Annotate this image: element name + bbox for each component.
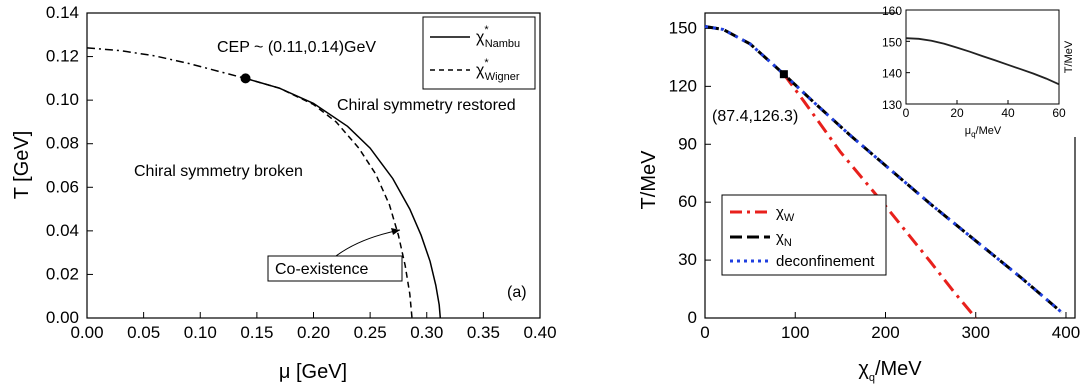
panel-a-ytick-label: 0.12 xyxy=(46,47,79,66)
panel-a: 0.00 0.05 0.10 0.15 0.20 0.25 0.30 0.35 0.40 0.00… xyxy=(11,3,557,383)
panel-a-ytick-label: 0.14 xyxy=(46,3,79,22)
inset-xtick-label: 0 xyxy=(903,106,910,120)
inset-ylabel: T/MeV xyxy=(1063,40,1075,73)
legend-chin-label: χN xyxy=(776,229,792,249)
inset-xtick-label: 40 xyxy=(1001,106,1015,120)
panel-a-ticks: 0.00 0.05 0.10 0.15 0.20 0.25 0.30 0.35 0.40 0.00… xyxy=(46,3,557,342)
inset-ticks: 0 20 40 60 130 140 150 160 xyxy=(882,4,1066,120)
panel-a-label: (a) xyxy=(507,284,527,301)
panel-a-ytick-label: 0.10 xyxy=(46,90,79,109)
panel-a-xtick-label: 0.10 xyxy=(184,323,217,342)
inset-xtick-label: 60 xyxy=(1052,106,1066,120)
inset-ytick-label: 130 xyxy=(882,98,902,112)
coexistence-arrowhead xyxy=(391,228,400,235)
panel-a-xtick-label: 0.30 xyxy=(410,323,443,342)
panel-b-ytick-label: 90 xyxy=(678,134,697,153)
panel-b-series-line xyxy=(704,25,1063,314)
inset-ytick-label: 150 xyxy=(882,35,902,49)
panel-b-xlabel: χq/MeV xyxy=(858,358,922,384)
panel-a-xtick-label: 0.40 xyxy=(523,323,556,342)
panel-b-ytick-label: 150 xyxy=(669,18,697,37)
panel-b-xtick-label: 300 xyxy=(962,323,990,342)
panel-a-legend: χ* Nambu χ* Wigner xyxy=(422,16,536,90)
coexistence-arrow xyxy=(335,229,401,257)
legend-deconf-label: deconfinement xyxy=(776,253,875,270)
inset-ytick-label: 160 xyxy=(882,4,902,18)
restored-annotation: Chiral symmetry restored xyxy=(337,97,516,114)
panel-a-xtick-label: 0.00 xyxy=(70,323,103,342)
panel-b-ytick-label: 60 xyxy=(678,192,697,211)
panel-a-xtick-label: 0.15 xyxy=(240,323,273,342)
panel-a-ylabel: T [GeV] xyxy=(11,131,33,200)
panel-a-xtick-label: 0.20 xyxy=(297,323,330,342)
panel-b-xtick-label: 0 xyxy=(700,323,709,342)
panel-b-legend-box xyxy=(721,194,887,276)
panel-a-ytick-label: 0.04 xyxy=(46,221,79,240)
inset-plot: 0 20 40 60 130 140 150 160 T/MeV μq/MeV xyxy=(882,4,1081,139)
highlight-point xyxy=(779,70,788,79)
cep-annotation: CEP ~ (0.11,0.14)GeV xyxy=(217,39,376,56)
panel-a-series-solid xyxy=(245,77,442,319)
panel-b-xtick-label: 100 xyxy=(781,323,809,342)
panel-a-legend-box xyxy=(422,16,536,90)
panel-b-xtick-label: 400 xyxy=(1052,323,1080,342)
coexistence-annotation: Co-existence xyxy=(275,261,368,278)
panel-a-xtick-label: 0.05 xyxy=(127,323,160,342)
broken-annotation: Chiral symmetry broken xyxy=(134,163,303,180)
panel-a-xtick-label: 0.35 xyxy=(467,323,500,342)
legend-chiw-label: χW xyxy=(776,204,795,224)
point-label: (87.4,126.3) xyxy=(712,108,798,125)
inset-background xyxy=(898,4,1081,137)
panel-a-xtick-label: 0.25 xyxy=(354,323,387,342)
panel-a-ytick-label: 0.00 xyxy=(46,308,79,327)
coexistence-box xyxy=(267,255,403,282)
legend-wigner-label: χ* Wigner xyxy=(476,57,520,83)
panel-a-series-dashed xyxy=(245,77,413,319)
inset-series-line xyxy=(905,37,1060,86)
panel-b-plot-frame xyxy=(704,12,1076,319)
panel-b-ytick-label: 30 xyxy=(678,250,697,269)
panel-b-legend: χW χN deconfinement xyxy=(721,194,887,276)
inset-xlabel: μq/MeV xyxy=(965,125,1002,139)
inset-frame xyxy=(905,9,1060,105)
inset-ytick-label: 140 xyxy=(882,67,902,81)
panel-a-ytick-label: 0.02 xyxy=(46,264,79,283)
panel-b-ytick-label: 120 xyxy=(669,76,697,95)
panel-b-ylabel: T/MeV xyxy=(638,150,660,210)
panel-b-ytick-label: 0 xyxy=(688,308,697,327)
inset-xtick-label: 20 xyxy=(950,106,964,120)
panel-a-series xyxy=(86,47,442,319)
panel-a-xlabel: μ [GeV] xyxy=(279,361,347,383)
panel-a-series-dashdot xyxy=(86,47,246,80)
panel-a-ytick-label: 0.08 xyxy=(46,134,79,153)
panel-b-xtick-label: 200 xyxy=(871,323,899,342)
inset-series xyxy=(905,37,1060,86)
panel-a-ytick-label: 0.06 xyxy=(46,177,79,196)
legend-nambu-label: χ* Nambu xyxy=(476,24,520,50)
cep-point xyxy=(240,73,251,84)
